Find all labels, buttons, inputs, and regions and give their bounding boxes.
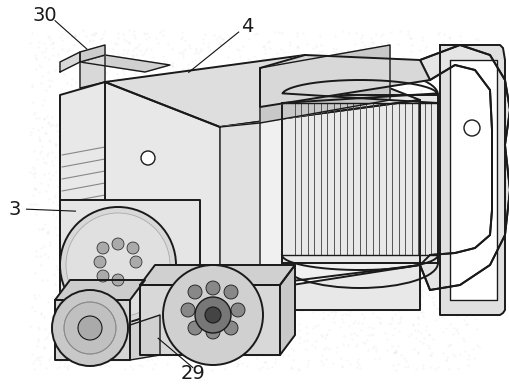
Polygon shape	[130, 315, 160, 360]
Polygon shape	[260, 45, 389, 123]
Circle shape	[60, 207, 176, 323]
Circle shape	[94, 256, 106, 268]
Circle shape	[112, 238, 124, 250]
Circle shape	[188, 321, 202, 335]
Polygon shape	[185, 290, 260, 335]
Circle shape	[205, 307, 220, 323]
Polygon shape	[80, 55, 169, 72]
Circle shape	[181, 303, 194, 317]
Circle shape	[66, 213, 169, 317]
Text: 29: 29	[180, 364, 205, 383]
Text: 3: 3	[8, 200, 20, 219]
Polygon shape	[439, 45, 504, 315]
Circle shape	[206, 325, 219, 339]
Circle shape	[112, 274, 124, 286]
Polygon shape	[60, 52, 80, 72]
Circle shape	[223, 285, 238, 299]
Circle shape	[206, 281, 219, 295]
Polygon shape	[279, 265, 294, 355]
Polygon shape	[140, 285, 279, 355]
Polygon shape	[105, 82, 219, 290]
Polygon shape	[55, 300, 130, 360]
Circle shape	[188, 285, 202, 299]
Circle shape	[231, 303, 244, 317]
Polygon shape	[105, 245, 219, 335]
Circle shape	[463, 120, 479, 136]
Circle shape	[64, 302, 116, 354]
Circle shape	[127, 242, 139, 254]
Polygon shape	[105, 55, 419, 127]
Polygon shape	[260, 55, 429, 107]
Circle shape	[194, 297, 231, 333]
Circle shape	[140, 151, 155, 165]
Polygon shape	[281, 95, 437, 263]
Polygon shape	[80, 55, 105, 88]
Circle shape	[223, 321, 238, 335]
Polygon shape	[449, 60, 496, 300]
Circle shape	[163, 265, 263, 365]
Polygon shape	[80, 45, 105, 62]
Polygon shape	[219, 100, 419, 290]
Polygon shape	[419, 45, 509, 290]
Circle shape	[97, 242, 109, 254]
Circle shape	[52, 290, 128, 366]
Polygon shape	[60, 200, 200, 345]
Polygon shape	[219, 123, 260, 290]
Text: 30: 30	[33, 6, 57, 25]
Circle shape	[97, 270, 109, 282]
Circle shape	[130, 256, 142, 268]
Polygon shape	[260, 265, 419, 310]
Circle shape	[78, 316, 102, 340]
Text: 4: 4	[241, 17, 253, 36]
Polygon shape	[140, 265, 294, 285]
Polygon shape	[55, 280, 145, 300]
Polygon shape	[60, 82, 105, 258]
